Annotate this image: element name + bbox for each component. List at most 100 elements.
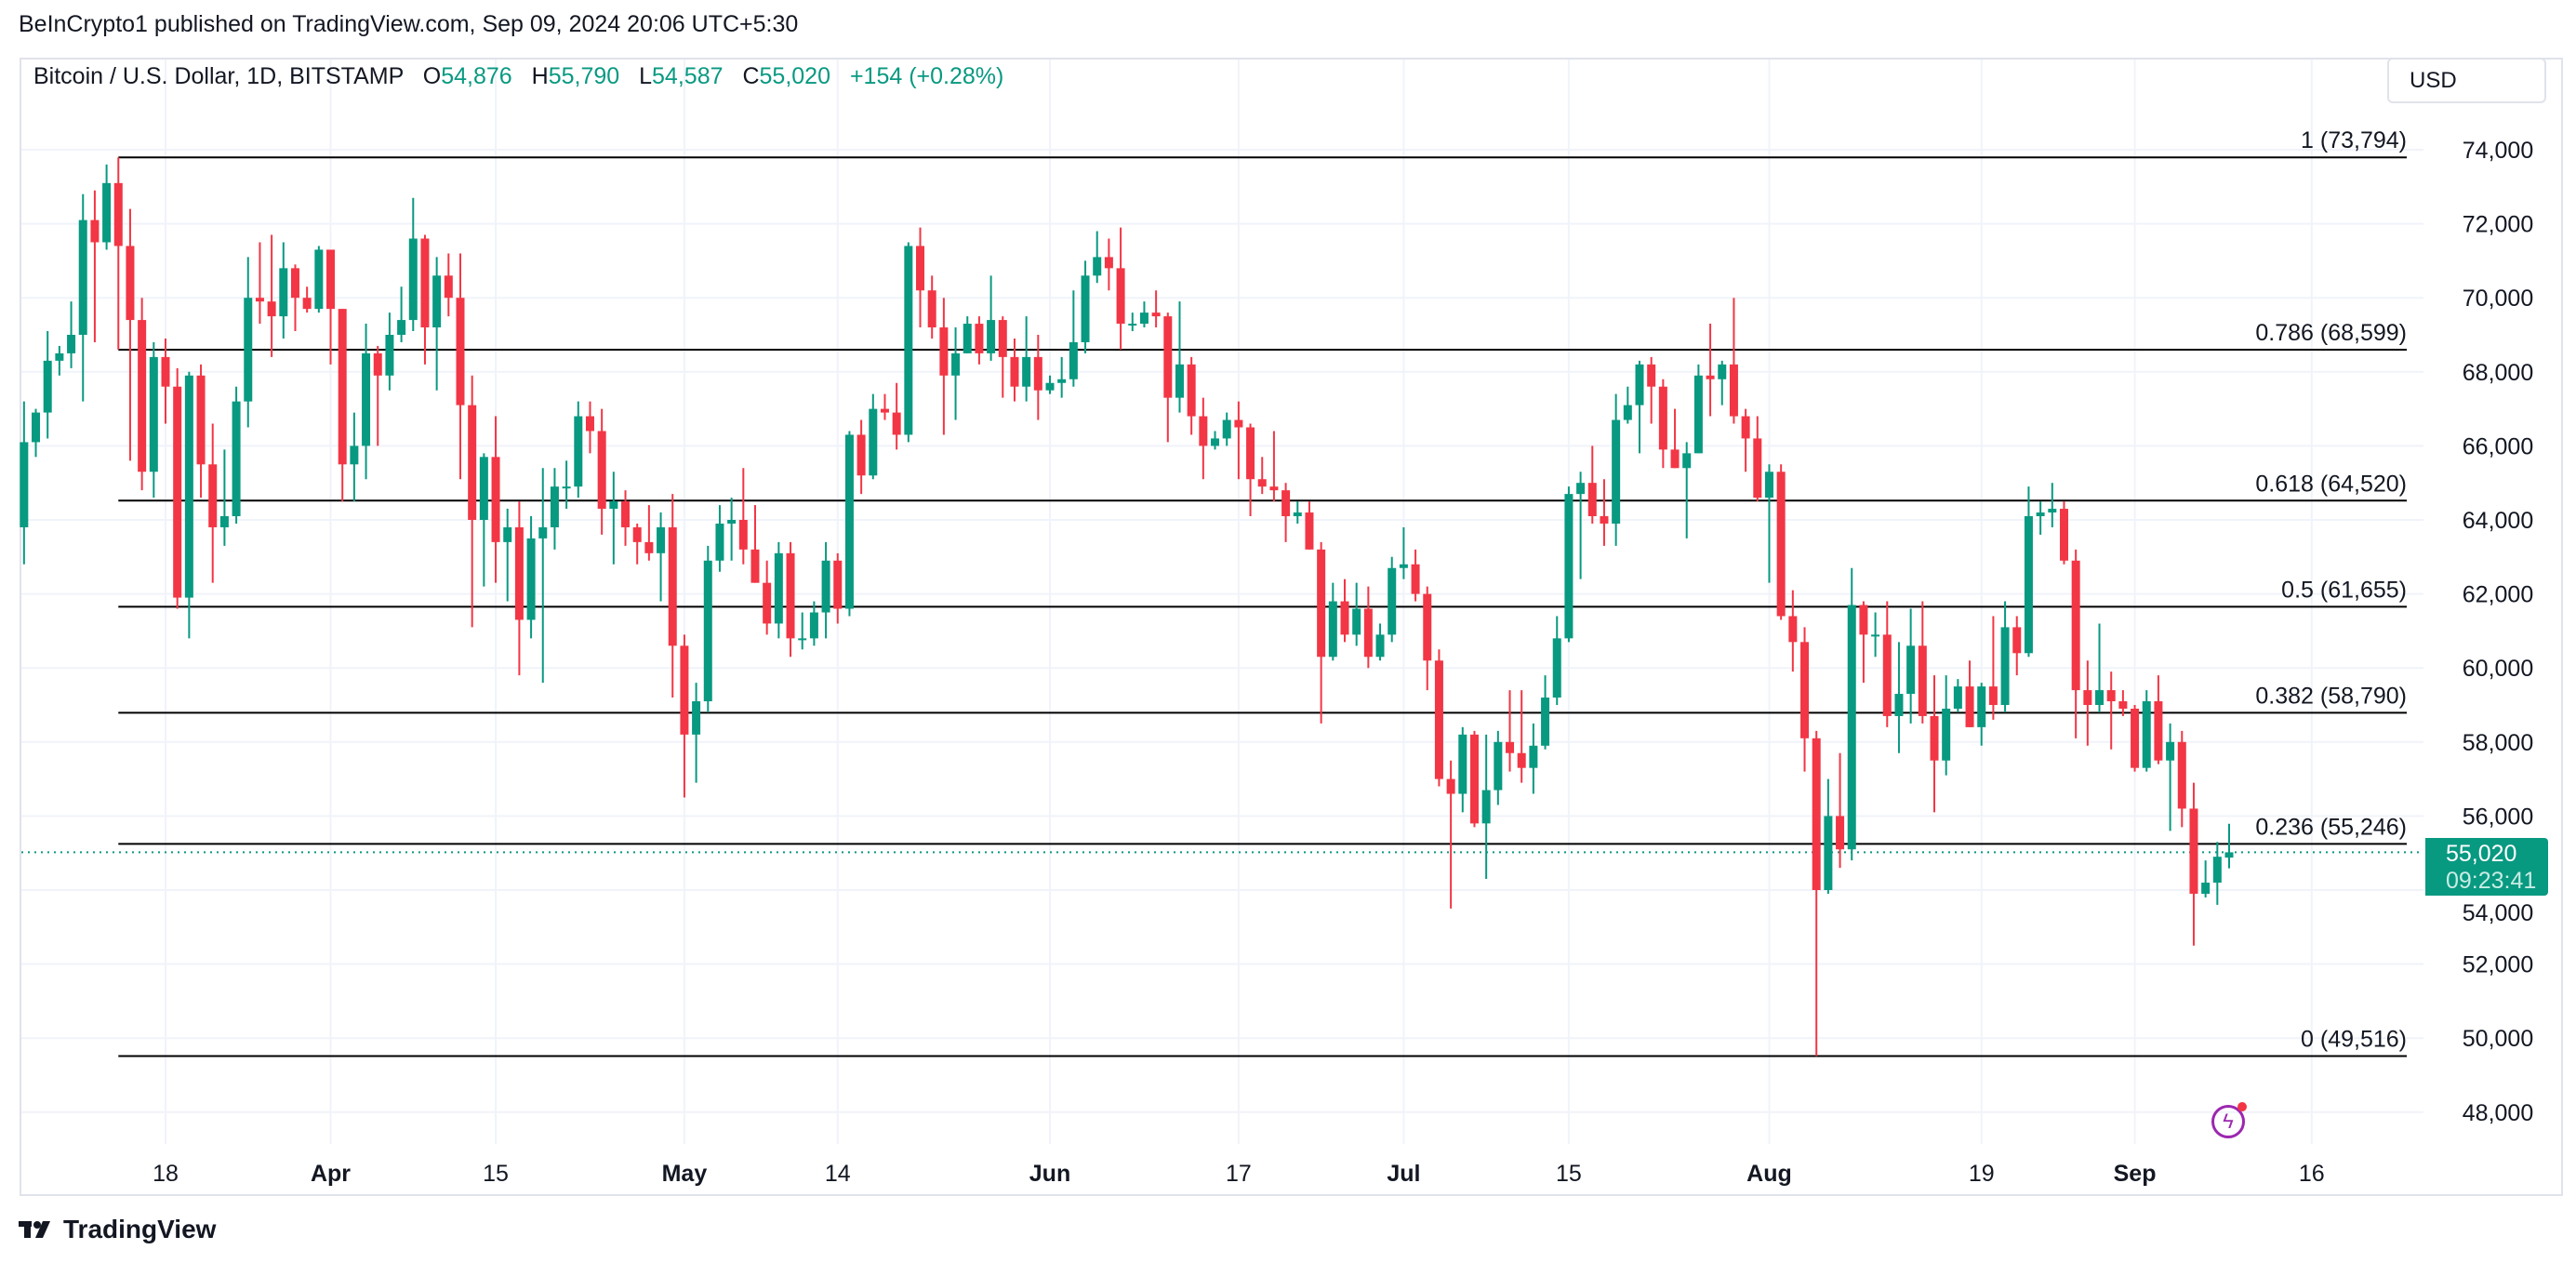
candle-down [255, 298, 264, 302]
y-tick-label: 48,000 [2463, 1100, 2533, 1126]
candle-up [1494, 741, 1503, 791]
tradingview-logo-icon [19, 1221, 50, 1238]
candle-up [43, 360, 52, 413]
candle-up [503, 526, 512, 542]
candle-up [1045, 382, 1055, 391]
candle-down [1670, 449, 1680, 469]
candle-down [468, 405, 477, 520]
candle-up [2048, 509, 2057, 513]
candle-down [998, 320, 1007, 357]
candle-down [514, 526, 524, 620]
candle-up [1693, 375, 1703, 454]
candle-up [1069, 341, 1078, 379]
candle-up [1576, 483, 1586, 495]
candle-up [55, 352, 64, 361]
candle-up [408, 238, 418, 321]
candle-down [1988, 686, 1998, 705]
candle-down [1836, 816, 1845, 850]
chart-frame [20, 58, 2563, 1196]
candle-up [2036, 512, 2045, 517]
candle-up [1623, 405, 1632, 420]
y-tick-label: 52,000 [2463, 952, 2533, 978]
candle-up [1175, 364, 1184, 398]
candle-down [763, 582, 772, 624]
candle-up [2095, 690, 2105, 705]
open-value: 54,876 [441, 63, 512, 89]
candle-down [338, 309, 347, 465]
candle-up [184, 375, 193, 598]
candle-up [279, 268, 288, 317]
fib-level-label: 0.618 (64,520) [2255, 471, 2407, 497]
candle-up [951, 352, 961, 376]
low-label: L [639, 63, 653, 89]
x-tick-label: Sep [2114, 1161, 2157, 1187]
change-value: +154 (+0.28%) [849, 63, 1004, 89]
candle-up [1022, 356, 1031, 387]
x-tick-label: Aug [1746, 1161, 1792, 1187]
candle-down [833, 560, 843, 609]
candle-down [90, 219, 100, 243]
candle-up [550, 486, 559, 527]
candle-down [173, 386, 182, 598]
candle-down [1918, 645, 1927, 716]
candle-up [362, 352, 371, 446]
candle-up [1824, 816, 1833, 890]
candle-down [290, 268, 299, 299]
candle-up [2142, 701, 2151, 768]
tradingview-logo[interactable]: TradingView [19, 1215, 216, 1244]
candle-down [1600, 516, 1609, 524]
candle-down [786, 552, 795, 639]
x-tick-label: 18 [153, 1161, 179, 1187]
candle-down [267, 301, 276, 317]
bar-countdown: 09:23:41 [2446, 868, 2537, 894]
candle-down [1658, 386, 1667, 450]
candle-down [1446, 778, 1455, 794]
fib-level-label: 1 (73,794) [2301, 127, 2407, 153]
candle-down [1741, 416, 1750, 439]
lightning-icon[interactable]: ϟ [2211, 1105, 2245, 1138]
candle-up [102, 182, 112, 243]
candle-up [1293, 512, 1302, 517]
candle-down [302, 298, 312, 310]
candle-up [1612, 419, 1621, 524]
candle-up [809, 612, 818, 639]
candle-up [1093, 257, 1102, 276]
fib-level-label: 0 (49,516) [2301, 1026, 2407, 1052]
candle-up [385, 335, 394, 376]
candle-up [1552, 638, 1561, 698]
candle-up [1057, 379, 1067, 383]
candle-down [2118, 701, 2128, 709]
candle-down [1033, 356, 1042, 391]
high-value: 55,790 [548, 63, 620, 89]
y-tick-label: 74,000 [2463, 138, 2533, 164]
close-label: C [742, 63, 760, 89]
candle-down [1317, 549, 1326, 658]
x-tick-label: 19 [1969, 1161, 1995, 1187]
candle-up [692, 701, 701, 735]
candle-up [1977, 686, 1986, 727]
candle-down [1246, 427, 1255, 480]
candle-down [680, 645, 689, 735]
candle-down [208, 464, 218, 527]
candle-down [927, 290, 936, 328]
candle-up [1847, 605, 1856, 850]
currency-button[interactable]: USD [2387, 58, 2546, 103]
candle-up [1399, 564, 1408, 568]
open-label: O [422, 63, 442, 89]
candle-down [1812, 738, 1821, 890]
y-tick-label: 68,000 [2463, 360, 2533, 386]
x-tick-label: 17 [1226, 1161, 1252, 1187]
candle-down [1010, 356, 1019, 387]
candle-up [1481, 790, 1491, 824]
candle-down [161, 356, 170, 387]
symbol-title[interactable]: Bitcoin / U.S. Dollar, 1D, BITSTAMP [33, 63, 404, 89]
candle-up [219, 516, 229, 527]
candle-down [975, 324, 984, 353]
candle-down [1776, 472, 1786, 617]
candle-down [738, 520, 748, 550]
x-tick-label: 15 [483, 1161, 509, 1187]
candle-up [1894, 694, 1904, 716]
candle-down [1800, 642, 1810, 738]
candle-up [1352, 608, 1361, 635]
